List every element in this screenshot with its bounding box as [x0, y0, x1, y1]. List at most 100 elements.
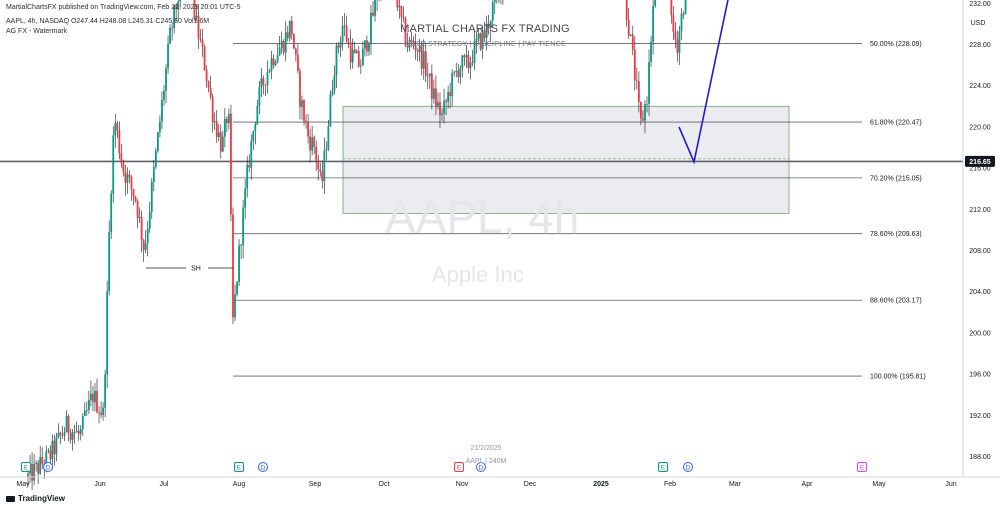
candle-body [426, 75, 429, 77]
candle-body [126, 174, 129, 183]
candle-body [475, 38, 478, 41]
badge-letter: E [24, 465, 29, 472]
candle-body [455, 70, 458, 72]
time-axis[interactable]: May Jun Jul Aug Sep Oct Nov Dec 2025 Feb Mar Apr May… [0, 476, 1000, 488]
candle-body [463, 55, 466, 58]
candle-body [65, 416, 68, 433]
candle-body [432, 88, 435, 99]
candle-body [197, 15, 200, 39]
price-tick: 220.00 [969, 124, 991, 131]
candle-body [41, 457, 44, 465]
candle-body [374, 0, 376, 16]
candle-body [297, 54, 299, 71]
candle-body [51, 440, 54, 460]
candle-body [122, 162, 125, 173]
candle-body [57, 432, 60, 438]
time-tick: Oct [379, 481, 390, 488]
candle-body [319, 169, 322, 172]
candle-body [112, 135, 115, 194]
candle-body [173, 5, 176, 29]
candle-body [680, 13, 683, 32]
candle-body [47, 450, 50, 452]
company-watermark: Apple Inc [432, 262, 524, 287]
candle-body [445, 100, 447, 102]
candle-body [363, 40, 366, 49]
symbol-watermark: AAPL, 4h [385, 191, 580, 243]
candle-body [654, 0, 657, 6]
tradingview-brand[interactable]: TradingView [6, 494, 65, 503]
candle-body [252, 131, 255, 141]
candle-body [142, 240, 145, 251]
candle-body [678, 31, 681, 53]
price-axis[interactable]: USD 188.00 192.00 196.00 200.00 204.00 208.00 2… [962, 0, 995, 477]
candle-body [437, 102, 439, 107]
candle-body [108, 231, 111, 292]
candle-body [45, 451, 48, 467]
time-tick: Mar [729, 481, 742, 488]
fib-retracement: 0.00% (260.36)11.80% (252.74)23.60% (245… [0, 41, 963, 381]
candle-body [286, 32, 289, 39]
candle-body [473, 40, 476, 64]
candle-body [633, 49, 636, 81]
candle-body [213, 121, 216, 123]
candle-body [150, 181, 153, 212]
candle-body [90, 393, 92, 400]
earnings-badge-icon [658, 462, 668, 472]
candle-body [171, 27, 173, 29]
earnings-badge-icon [21, 462, 31, 472]
candle-body [69, 432, 72, 440]
candle-body [489, 20, 492, 29]
candle-body [459, 68, 462, 78]
time-tick: Apr [802, 481, 814, 488]
markers-layer: BOSSH [146, 266, 233, 273]
candle-body [100, 412, 102, 415]
fib-label: 50.00% (228.09) [870, 41, 922, 48]
candle-body [199, 38, 202, 40]
candle-body [648, 61, 650, 104]
chart-subtitle: FIREZ STRATEGY | DISCIPLINE | PAY-TIENCE [404, 41, 566, 48]
candle-body [114, 122, 117, 136]
time-tick: Sep [309, 481, 322, 488]
candle-body [175, 5, 178, 10]
candle-body [77, 430, 80, 434]
candle-body [124, 172, 127, 183]
candle-body [98, 412, 100, 414]
candle-body [144, 243, 147, 251]
candle-body [642, 118, 644, 121]
candle-body [240, 245, 242, 246]
candle-body [329, 94, 332, 127]
candle-body [404, 18, 407, 45]
candle-body [236, 281, 238, 295]
candle-body [31, 463, 33, 481]
candle-body [331, 90, 334, 95]
candle-body [274, 61, 277, 66]
price-tick: 192.00 [969, 413, 991, 420]
candle-body [299, 70, 301, 107]
candle-body [132, 189, 135, 198]
candle-body [207, 81, 210, 88]
candle-body [441, 113, 443, 116]
candle-body [238, 245, 240, 282]
candle-body [106, 291, 109, 375]
candle-body [491, 2, 494, 21]
candle-body [201, 39, 204, 47]
candle-body [294, 48, 297, 55]
candle-body [79, 428, 82, 434]
marker-label: SH [191, 266, 201, 273]
candle-body [148, 211, 151, 229]
candle-body [414, 45, 417, 51]
candle-body [71, 432, 74, 440]
candle-body [120, 153, 123, 163]
candle-body [280, 40, 283, 49]
candle-body [447, 91, 450, 102]
candle-body [232, 214, 234, 318]
candle-body [254, 124, 257, 132]
candle-body [27, 473, 29, 478]
candle-body [260, 78, 263, 87]
candle-body [87, 399, 90, 411]
candle-body [416, 50, 419, 52]
candle-body [485, 23, 488, 38]
candle-body [256, 105, 259, 125]
time-tick: Jun [945, 481, 956, 488]
